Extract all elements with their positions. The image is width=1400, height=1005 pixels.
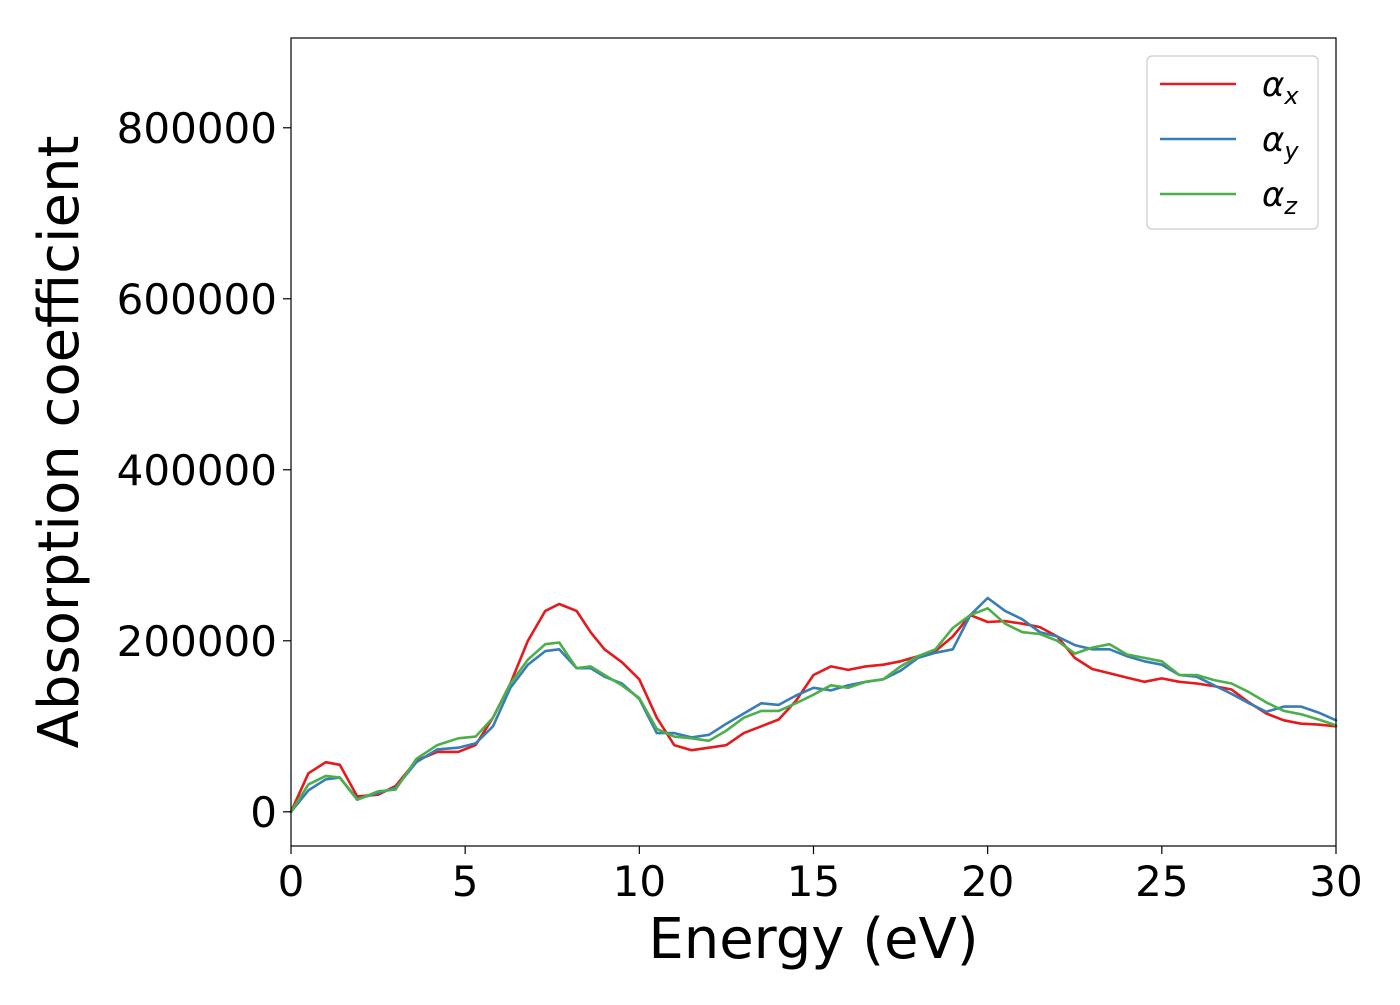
x-tick-label: 15 <box>787 857 840 906</box>
x-tick-label: 5 <box>452 857 479 906</box>
series-line-z <box>289 606 1338 814</box>
y-tick-label: 200000 <box>117 617 277 666</box>
y-tick-label: 800000 <box>117 104 277 153</box>
plot-series-group <box>289 596 1338 814</box>
legend-symbol: α <box>1262 65 1284 105</box>
legend-label-y: αy <box>1262 120 1299 165</box>
x-axis: 0 5 10 15 20 25 30 <box>278 846 1363 906</box>
series-line-x <box>289 602 1338 814</box>
y-tick-label: 600000 <box>117 275 277 324</box>
x-tick-label: 20 <box>961 857 1014 906</box>
x-tick-label: 0 <box>278 857 305 906</box>
x-axis-label: Energy (eV) <box>648 907 978 972</box>
y-tick-label: 400000 <box>117 446 277 495</box>
series-line-y <box>289 596 1338 814</box>
y-axis: 0 200000 400000 600000 800000 <box>117 104 291 837</box>
legend-symbol: α <box>1262 120 1284 160</box>
legend-subscript: y <box>1283 137 1299 165</box>
x-tick-label: 30 <box>1309 857 1362 906</box>
legend-label-x: αx <box>1262 65 1299 110</box>
legend-label-z: αz <box>1262 175 1298 220</box>
y-axis-label: Absorption coefficient <box>27 136 92 749</box>
x-tick-label: 10 <box>613 857 666 906</box>
legend-frame <box>1146 55 1319 230</box>
legend-symbol: α <box>1262 175 1284 215</box>
legend-subscript: z <box>1283 192 1298 220</box>
y-tick-label: 0 <box>250 788 277 837</box>
legend-subscript: x <box>1283 82 1299 110</box>
x-tick-label: 25 <box>1135 857 1188 906</box>
